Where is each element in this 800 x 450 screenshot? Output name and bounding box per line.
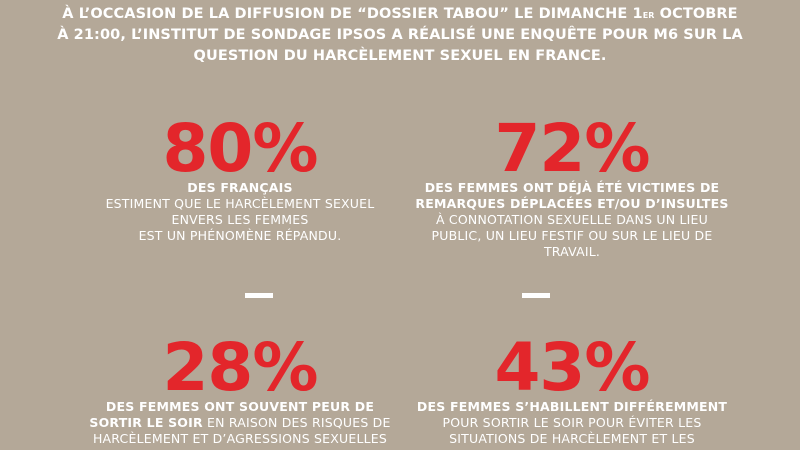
stat-1-line-4: EST UN PHÉNOMÈNE RÉPANDU. — [80, 228, 400, 244]
stat-1-line-1: DES FRANÇAIS — [80, 180, 400, 196]
stat-4-line-3-normal: SITUATIONS DE HARCÈLEMENT ET LES — [449, 431, 695, 446]
stat-2-line-2-bold: REMARQUES DÉPLACÉES ET/OU D’INSULTES — [415, 196, 729, 211]
stat-3-line-1: DES FEMMES ONT SOUVENT PEUR DE — [80, 399, 400, 415]
stat-description-1: DES FRANÇAIS ESTIMENT QUE LE HARCÈLEMENT… — [80, 180, 400, 244]
stat-1-line-2: ESTIMENT QUE LE HARCÈLEMENT SEXUEL — [80, 196, 400, 212]
stat-4-line-3: SITUATIONS DE HARCÈLEMENT ET LES — [412, 431, 732, 447]
stat-2-line-3-normal: À CONNOTATION SEXUELLE DANS UN LIEU — [436, 212, 708, 227]
stat-2-line-5: TRAVAIL. — [412, 244, 732, 260]
stat-2-line-2: REMARQUES DÉPLACÉES ET/OU D’INSULTES — [412, 196, 732, 212]
stat-block-2: 72% DES FEMMES ONT DÉJÀ ÉTÉ VICTIMES DE … — [412, 110, 732, 260]
intro-line-1-end: OCTOBRE — [654, 6, 738, 22]
stat-1-line-4-normal: EST UN PHÉNOMÈNE RÉPANDU. — [138, 228, 342, 243]
stat-2-line-4-normal: PUBLIC, UN LIEU FESTIF OU SUR LE LIEU DE — [431, 228, 713, 243]
stat-block-3: 28% DES FEMMES ONT SOUVENT PEUR DE SORTI… — [80, 329, 400, 447]
stat-2-line-1-bold: DES FEMMES ONT DÉJÀ ÉTÉ VICTIMES DE — [424, 180, 720, 195]
stat-description-4: DES FEMMES S’HABILLENT DIFFÉREMMENT POUR… — [412, 399, 732, 447]
stat-3-line-2-normal: EN RAISON DES RISQUES DE — [202, 415, 391, 430]
stat-4-line-2: POUR SORTIR LE SOIR POUR ÉVITER LES — [412, 415, 732, 431]
stat-3-line-3: HARCÈLEMENT ET D’AGRESSIONS SEXUELLES — [80, 431, 400, 447]
stat-description-2: DES FEMMES ONT DÉJÀ ÉTÉ VICTIMES DE REMA… — [412, 180, 732, 260]
stat-4-line-2-normal: POUR SORTIR LE SOIR POUR ÉVITER LES — [442, 415, 702, 430]
stat-2-line-4: PUBLIC, UN LIEU FESTIF OU SUR LE LIEU DE — [412, 228, 732, 244]
stat-2-line-5-normal: TRAVAIL. — [543, 244, 601, 259]
intro-line-1-text: À L’OCCASION DE LA DIFFUSION DE “DOSSIER… — [62, 6, 643, 22]
divider-dash-right — [522, 293, 550, 298]
stat-percent-1: 80% — [162, 110, 319, 187]
stat-2-line-1: DES FEMMES ONT DÉJÀ ÉTÉ VICTIMES DE — [412, 180, 732, 196]
divider-dash-left — [245, 293, 273, 298]
stat-3-line-2-bold: SORTIR LE SOIR — [89, 415, 203, 430]
stat-percent-4: 43% — [494, 329, 651, 406]
stat-4-line-1-bold: DES FEMMES S’HABILLENT DIFFÉREMMENT — [416, 399, 728, 414]
intro-text: À L’OCCASION DE LA DIFFUSION DE “DOSSIER… — [0, 4, 800, 67]
stat-3-line-2: SORTIR LE SOIR EN RAISON DES RISQUES DE — [80, 415, 400, 431]
intro-line-3: QUESTION DU HARCÈLEMENT SEXUEL EN FRANCE… — [193, 48, 607, 64]
stat-1-line-3-normal: ENVERS LES FEMMES — [171, 212, 309, 227]
stat-block-1: 80% DES FRANÇAIS ESTIMENT QUE LE HARCÈLE… — [80, 110, 400, 244]
stat-percent-3: 28% — [162, 329, 319, 406]
intro-ordinal-sup: ER — [642, 11, 655, 20]
stat-block-4: 43% DES FEMMES S’HABILLENT DIFFÉREMMENT … — [412, 329, 732, 447]
intro-line-1: À L’OCCASION DE LA DIFFUSION DE “DOSSIER… — [0, 4, 800, 25]
stat-2-line-3: À CONNOTATION SEXUELLE DANS UN LIEU — [412, 212, 732, 228]
intro-line-2: À 21:00, L’INSTITUT DE SONDAGE IPSOS A R… — [57, 27, 743, 43]
stat-3-line-1-bold: DES FEMMES ONT SOUVENT PEUR DE — [105, 399, 375, 414]
stat-percent-2: 72% — [494, 110, 651, 187]
stat-description-3: DES FEMMES ONT SOUVENT PEUR DE SORTIR LE… — [80, 399, 400, 447]
stat-4-line-1: DES FEMMES S’HABILLENT DIFFÉREMMENT — [412, 399, 732, 415]
stat-3-line-3-normal: HARCÈLEMENT ET D’AGRESSIONS SEXUELLES — [92, 431, 388, 446]
stat-1-line-2-normal: ESTIMENT QUE LE HARCÈLEMENT SEXUEL — [105, 196, 375, 211]
stat-1-line-3: ENVERS LES FEMMES — [80, 212, 400, 228]
stat-1-line-1-bold: DES FRANÇAIS — [187, 180, 293, 195]
